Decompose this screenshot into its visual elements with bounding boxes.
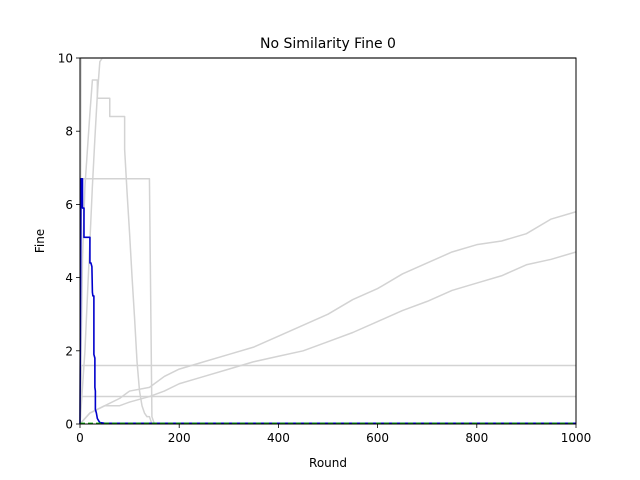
y-tick-label: 0 (65, 418, 73, 432)
chart-title: No Similarity Fine 0 (260, 36, 396, 52)
x-tick-label: 800 (465, 431, 488, 445)
y-tick-label: 4 (65, 271, 73, 285)
series-line-background-4 (79, 79, 153, 425)
x-tick-label: 400 (267, 431, 290, 445)
series-line-background-7 (79, 251, 577, 425)
series-line-highlight-8 (79, 177, 576, 425)
x-tick-label: 1000 (561, 431, 592, 445)
y-tick-label: 10 (58, 52, 73, 66)
x-tick-label: 600 (366, 431, 389, 445)
series-line-background-2 (79, 395, 576, 425)
y-axis-label: Fine (33, 229, 47, 253)
x-axis-ticks: 0 200 400 600 800 1000 (76, 424, 591, 445)
series-line-background-6 (79, 211, 577, 425)
y-axis-ticks: 0 2 4 6 8 10 (58, 52, 80, 432)
y-tick-label: 8 (65, 125, 73, 139)
series-line-background-5 (79, 57, 576, 425)
series-layer (79, 57, 577, 425)
y-tick-label: 6 (65, 198, 73, 212)
x-tick-label: 200 (168, 431, 191, 445)
x-tick-label: 0 (76, 431, 84, 445)
x-axis-label: Round (309, 456, 347, 470)
y-tick-label: 2 (65, 344, 73, 358)
plot-frame (79, 57, 577, 425)
